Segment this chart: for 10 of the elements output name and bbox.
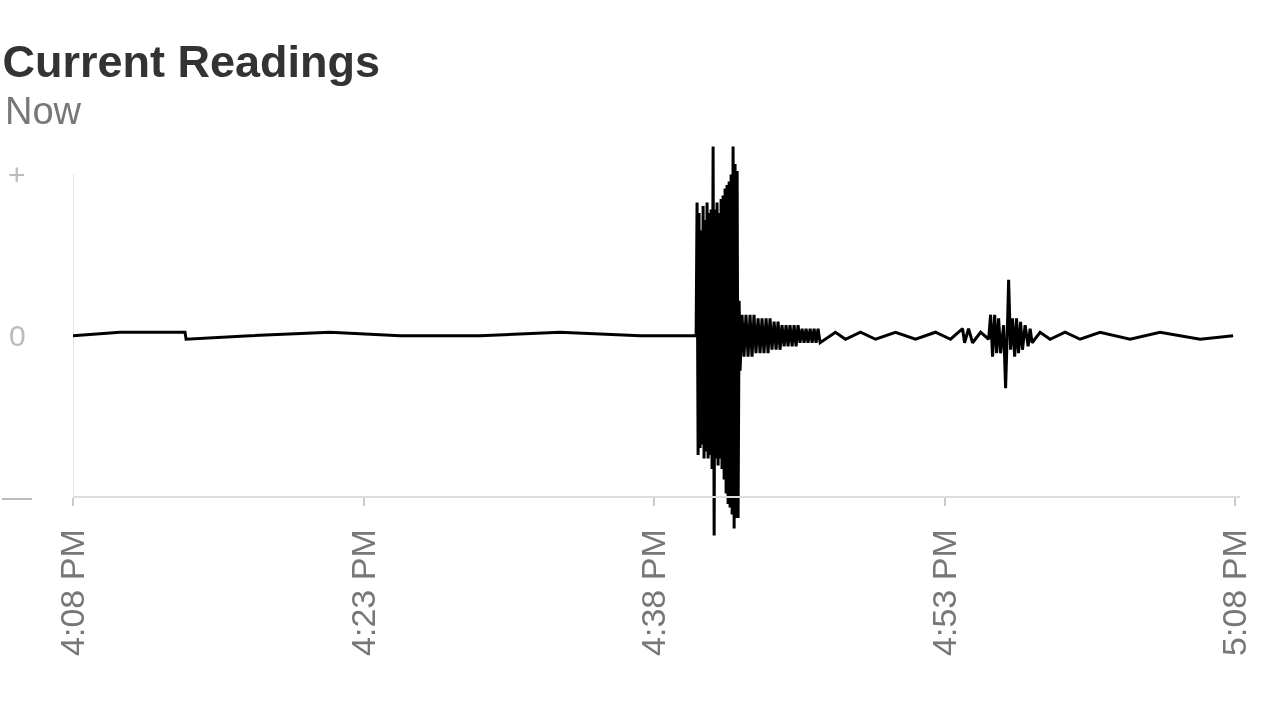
- text: 0: [9, 319, 26, 352]
- chart-title: Current Readings: [2, 35, 381, 87]
- x-tick-label: 4:23 PM: [343, 529, 382, 656]
- text: +: [8, 158, 26, 191]
- chart-subtitle: Now: [5, 90, 82, 132]
- x-tick-label: 4:08 PM: [53, 529, 92, 656]
- x-tick-label: 5:08 PM: [1215, 529, 1254, 656]
- x-tick-label: 4:38 PM: [634, 529, 673, 656]
- text: —: [2, 480, 32, 513]
- x-tick-label: 4:53 PM: [924, 529, 963, 656]
